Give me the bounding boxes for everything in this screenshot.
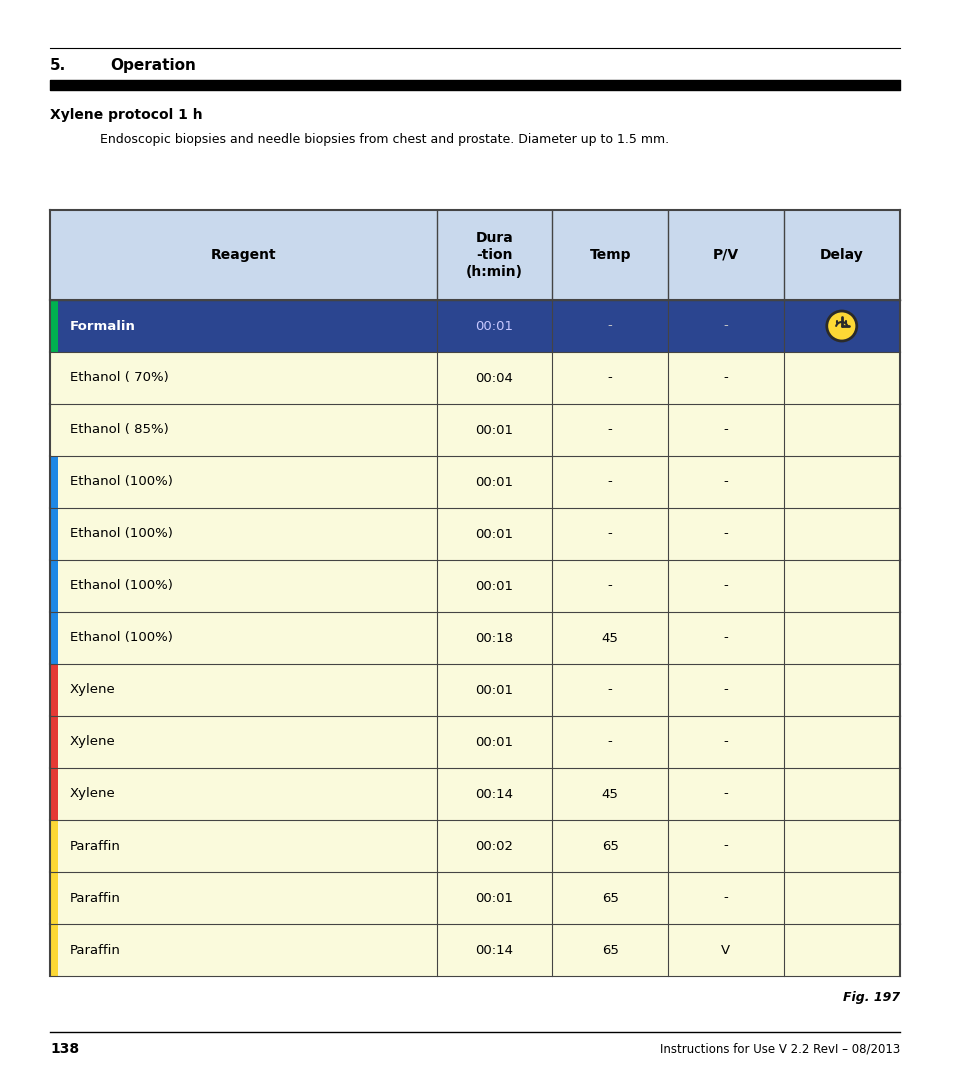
FancyBboxPatch shape (50, 820, 58, 872)
Text: Ethanol (100%): Ethanol (100%) (70, 580, 172, 593)
FancyBboxPatch shape (50, 820, 899, 872)
Text: 00:14: 00:14 (475, 944, 513, 957)
Text: -: - (722, 632, 727, 645)
Text: 45: 45 (601, 632, 618, 645)
FancyBboxPatch shape (50, 872, 58, 924)
Text: -: - (607, 684, 612, 697)
FancyBboxPatch shape (50, 768, 58, 820)
Text: 00:14: 00:14 (475, 787, 513, 800)
FancyBboxPatch shape (50, 768, 899, 820)
Text: -: - (607, 527, 612, 540)
Text: 65: 65 (601, 944, 618, 957)
Text: -: - (722, 891, 727, 905)
Text: 00:01: 00:01 (475, 527, 513, 540)
Text: Fig. 197: Fig. 197 (842, 991, 899, 1004)
Text: Paraffin: Paraffin (70, 891, 121, 905)
FancyBboxPatch shape (50, 300, 899, 352)
Text: -: - (722, 423, 727, 436)
FancyBboxPatch shape (50, 664, 58, 716)
Text: -: - (607, 735, 612, 748)
Text: -: - (722, 839, 727, 852)
FancyBboxPatch shape (50, 716, 58, 768)
Text: Xylene: Xylene (70, 684, 115, 697)
FancyBboxPatch shape (50, 664, 899, 716)
Text: P/V: P/V (712, 248, 738, 262)
FancyBboxPatch shape (50, 924, 58, 976)
FancyBboxPatch shape (50, 612, 899, 664)
Text: Paraffin: Paraffin (70, 839, 121, 852)
Text: 00:01: 00:01 (475, 684, 513, 697)
Text: 00:04: 00:04 (476, 372, 513, 384)
FancyBboxPatch shape (50, 300, 58, 352)
Text: Ethanol (100%): Ethanol (100%) (70, 475, 172, 488)
FancyBboxPatch shape (50, 561, 899, 612)
Text: -: - (722, 372, 727, 384)
Text: Instructions for Use V 2.2 RevI – 08/2013: Instructions for Use V 2.2 RevI – 08/201… (659, 1042, 899, 1055)
FancyBboxPatch shape (50, 612, 58, 664)
FancyBboxPatch shape (50, 210, 899, 300)
Text: -: - (607, 580, 612, 593)
Text: 00:01: 00:01 (475, 475, 513, 488)
Text: Xylene: Xylene (70, 787, 115, 800)
Text: 00:01: 00:01 (475, 735, 513, 748)
Text: Paraffin: Paraffin (70, 944, 121, 957)
Text: Ethanol ( 70%): Ethanol ( 70%) (70, 372, 169, 384)
Text: Dura
-tion
(h:min): Dura -tion (h:min) (466, 231, 522, 280)
Text: 138: 138 (50, 1042, 79, 1056)
Text: -: - (722, 475, 727, 488)
Text: 00:18: 00:18 (475, 632, 513, 645)
Text: Endoscopic biopsies and needle biopsies from chest and prostate. Diameter up to : Endoscopic biopsies and needle biopsies … (100, 133, 668, 146)
Text: Xylene: Xylene (70, 735, 115, 748)
Text: 00:01: 00:01 (475, 891, 513, 905)
Text: Xylene protocol 1 h: Xylene protocol 1 h (50, 108, 202, 122)
Text: -: - (722, 735, 727, 748)
Text: 00:01: 00:01 (475, 580, 513, 593)
Text: Formalin: Formalin (70, 320, 135, 333)
Text: 45: 45 (601, 787, 618, 800)
Circle shape (826, 311, 856, 341)
Text: 5.: 5. (50, 58, 66, 73)
FancyBboxPatch shape (50, 508, 58, 561)
FancyBboxPatch shape (50, 404, 899, 456)
FancyBboxPatch shape (50, 716, 899, 768)
Text: Delay: Delay (819, 248, 862, 262)
Text: 00:01: 00:01 (475, 423, 513, 436)
Text: Ethanol (100%): Ethanol (100%) (70, 527, 172, 540)
Text: -: - (607, 320, 612, 333)
Text: Operation: Operation (110, 58, 195, 73)
Text: Temp: Temp (589, 248, 630, 262)
Text: 00:01: 00:01 (475, 320, 513, 333)
Text: -: - (722, 527, 727, 540)
Text: -: - (722, 580, 727, 593)
Text: -: - (722, 320, 727, 333)
FancyBboxPatch shape (50, 508, 899, 561)
Text: Ethanol (100%): Ethanol (100%) (70, 632, 172, 645)
Text: 00:02: 00:02 (475, 839, 513, 852)
Text: 65: 65 (601, 891, 618, 905)
FancyBboxPatch shape (50, 561, 58, 612)
Text: -: - (722, 684, 727, 697)
FancyBboxPatch shape (50, 456, 58, 508)
FancyBboxPatch shape (50, 456, 899, 508)
Text: -: - (722, 787, 727, 800)
Text: V: V (720, 944, 730, 957)
Text: -: - (607, 372, 612, 384)
FancyBboxPatch shape (50, 924, 899, 976)
Text: -: - (607, 475, 612, 488)
Text: 65: 65 (601, 839, 618, 852)
Text: -: - (607, 423, 612, 436)
Text: Reagent: Reagent (211, 248, 276, 262)
Text: Ethanol ( 85%): Ethanol ( 85%) (70, 423, 169, 436)
FancyBboxPatch shape (50, 872, 899, 924)
FancyBboxPatch shape (50, 352, 899, 404)
